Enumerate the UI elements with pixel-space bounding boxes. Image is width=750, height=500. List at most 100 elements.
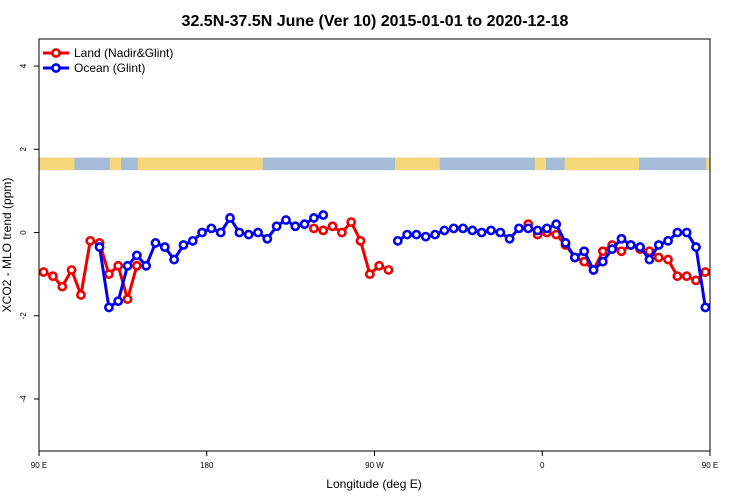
series-1-point-1-21 — [588, 265, 599, 275]
x-tick-label-2: 90 W — [365, 461, 384, 470]
series-0-point-2-19 — [700, 267, 710, 277]
land-band-1 — [109, 157, 122, 171]
series-1-point-0-13 — [215, 227, 226, 238]
series-0-point-2-10 — [616, 246, 627, 257]
series-1-point-0-24 — [318, 210, 329, 220]
series-1-point-1-27 — [644, 254, 655, 265]
series-1-point-1-33 — [700, 302, 710, 313]
series-1-point-0-0 — [94, 242, 105, 252]
series-0-point-1-1 — [318, 225, 329, 236]
land-band-6 — [706, 157, 710, 171]
series-1-point-0-19 — [271, 221, 282, 232]
series-1-point-0-11 — [197, 227, 207, 238]
series-0-point-0-7 — [103, 269, 114, 280]
y-axis-label: XCO2 - MLO trend (ppm) — [0, 178, 14, 313]
legend-label-0: Land (Nadir&Glint) — [74, 46, 173, 60]
series-1-point-1-3 — [420, 231, 431, 242]
series-0-point-0-9 — [122, 294, 133, 305]
series-0-point-1-4 — [346, 217, 357, 228]
series-0-point-1-3 — [336, 227, 347, 238]
y-tick-label-3: 2 — [19, 147, 28, 152]
series-1-point-0-8 — [169, 254, 180, 265]
series-0-point-1-0 — [309, 223, 319, 234]
series-1-point-1-4 — [430, 229, 440, 240]
series-1-point-1-19 — [569, 252, 580, 263]
series-1-point-0-22 — [299, 219, 310, 230]
series-1-point-1-24 — [616, 233, 627, 244]
land-ocean-strip — [39, 157, 710, 171]
series-1-point-0-20 — [281, 215, 291, 225]
series-1-point-1-20 — [579, 246, 590, 257]
series-1-point-1-34 — [709, 299, 710, 303]
x-tick-label-4: 90 E — [702, 461, 718, 470]
series-1-point-0-10 — [187, 235, 198, 246]
series-1-point-0-16 — [243, 229, 254, 240]
series-1-point-1-29 — [663, 235, 673, 246]
series-1-point-0-18 — [262, 233, 273, 244]
series-1-point-1-13 — [514, 223, 524, 234]
series-0-line-0 — [43, 239, 139, 301]
series-1-point-1-5 — [439, 225, 450, 236]
series-1-point-1-26 — [635, 242, 646, 252]
y-axis: -4 -2 0 2 4 — [19, 63, 39, 403]
series-1-point-1-17 — [551, 219, 562, 230]
x-tick-label-3: 0 — [540, 461, 545, 470]
series-1-point-1-7 — [458, 223, 468, 234]
series-1 — [94, 210, 710, 313]
series-0-point-2-21 — [720, 283, 727, 290]
series-0-point-0-2 — [57, 281, 68, 292]
series-1-point-0-5 — [141, 260, 152, 271]
series-1-point-1-22 — [597, 256, 608, 267]
series-1-point-1-2 — [411, 229, 422, 240]
series-1-point-1-12 — [504, 233, 515, 244]
series-0-point-2-8 — [597, 246, 608, 257]
series-1-point-1-18 — [560, 238, 571, 248]
series-1-point-0-1 — [103, 302, 114, 313]
series-0-point-1-8 — [383, 265, 394, 275]
series-0-point-1-2 — [327, 221, 338, 232]
series-1-point-0-17 — [253, 227, 263, 238]
series-1-point-1-16 — [542, 223, 552, 234]
legend: Land (Nadir&Glint)Ocean (Glint) — [43, 46, 173, 75]
y-tick-label-4: 4 — [19, 63, 28, 68]
series-1-point-1-23 — [607, 244, 618, 255]
series-1-point-1-10 — [486, 225, 496, 236]
legend-marker-0 — [51, 48, 61, 58]
x-axis: 90 E 180 90 W 0 90 E — [31, 451, 718, 470]
series-1-point-1-9 — [476, 227, 487, 238]
y-tick-label-1: -2 — [19, 312, 28, 320]
x-axis-label: Longitude (deg E) — [326, 477, 421, 491]
series-0-point-0-4 — [76, 290, 86, 300]
series-layer — [39, 210, 737, 313]
series-1-point-0-12 — [206, 223, 217, 234]
series-0-point-2-22 — [730, 266, 737, 273]
series-1-point-1-0 — [392, 235, 403, 246]
series-1-point-1-31 — [681, 227, 692, 238]
series-1-point-1-28 — [653, 240, 664, 250]
x-tick-label-1: 180 — [200, 461, 214, 470]
legend-label-1: Ocean (Glint) — [74, 61, 145, 75]
series-0-point-2-18 — [691, 275, 701, 286]
land-band-2 — [137, 157, 263, 171]
chart-title: 32.5N-37.5N June (Ver 10) 2015-01-01 to … — [182, 13, 569, 30]
series-0-point-2-15 — [663, 254, 673, 265]
series-1-point-1-11 — [495, 227, 506, 238]
series-0-point-0-0 — [39, 267, 49, 277]
series-1-point-0-21 — [290, 221, 301, 232]
series-0-point-0-3 — [66, 265, 77, 275]
series-0-point-1-5 — [355, 235, 366, 246]
series-0-point-1-7 — [374, 260, 385, 271]
series-1-point-1-15 — [532, 225, 543, 236]
series-0-point-2-14 — [653, 252, 664, 263]
series-1-point-1-32 — [691, 242, 701, 252]
x-tick-label-0: 90 E — [31, 461, 47, 470]
series-1-point-0-15 — [234, 227, 245, 238]
series-0-point-0-1 — [48, 271, 58, 282]
series-1-point-0-23 — [309, 213, 319, 223]
y-tick-label-2: 0 — [19, 230, 28, 235]
series-1-point-1-25 — [625, 240, 636, 250]
series-0-point-2-16 — [672, 271, 683, 282]
land-band-4 — [534, 157, 546, 171]
series-0-point-2-20 — [709, 274, 710, 278]
